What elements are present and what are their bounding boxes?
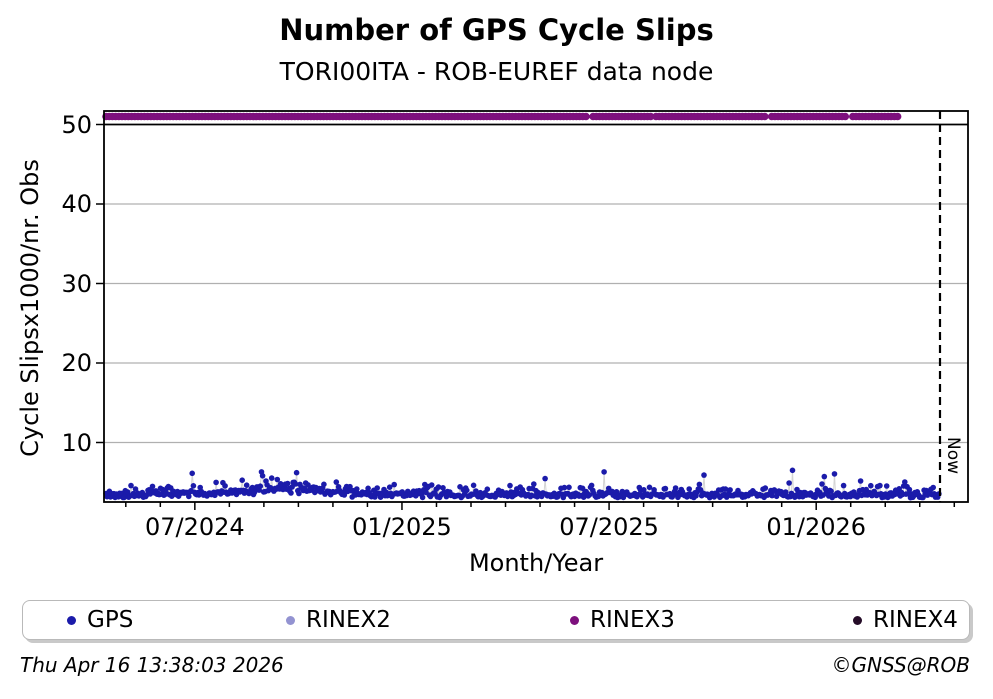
now-label: Now [943,437,963,475]
y-tick-label: 30 [61,269,92,298]
x-tick-label: 01/2025 [352,513,452,541]
x-tick-label: 07/2025 [559,513,659,541]
rinex4-marker-icon [853,615,862,625]
y-tick-label: 20 [61,349,92,377]
legend-label: GPS [87,606,134,633]
timestamp: Thu Apr 16 13:38:03 2026 [20,653,284,677]
chart-subtitle: TORI00ITA - ROB-EUREF data node [279,57,714,86]
rinex2-marker-icon [286,615,295,625]
legend-label: RINEX3 [590,606,675,633]
x-tick-label: 01/2026 [766,513,867,541]
x-tick-label: 07/2024 [144,513,245,541]
rinex3-marker-icon [570,615,579,625]
gps-marker-icon [67,615,76,625]
legend-label: RINEX4 [873,606,958,633]
legend-label: RINEX2 [306,606,391,633]
x-axis-label: Month/Year [468,549,604,577]
y-tick-label: 40 [61,190,92,218]
legend-item-rinex3: RINEX3 [570,601,675,639]
y-tick-label: 10 [61,428,92,457]
legend: GPS RINEX2 RINEX3 RINEX4 [22,600,970,640]
copyright: ©GNSS@ROB [831,653,971,677]
legend-item-rinex2: RINEX2 [286,601,391,639]
y-tick-label: 50 [61,110,92,139]
legend-item-rinex4: RINEX4 [853,601,958,639]
chart-title: Number of GPS Cycle Slips [279,13,714,47]
legend-item-gps: GPS [67,601,133,639]
